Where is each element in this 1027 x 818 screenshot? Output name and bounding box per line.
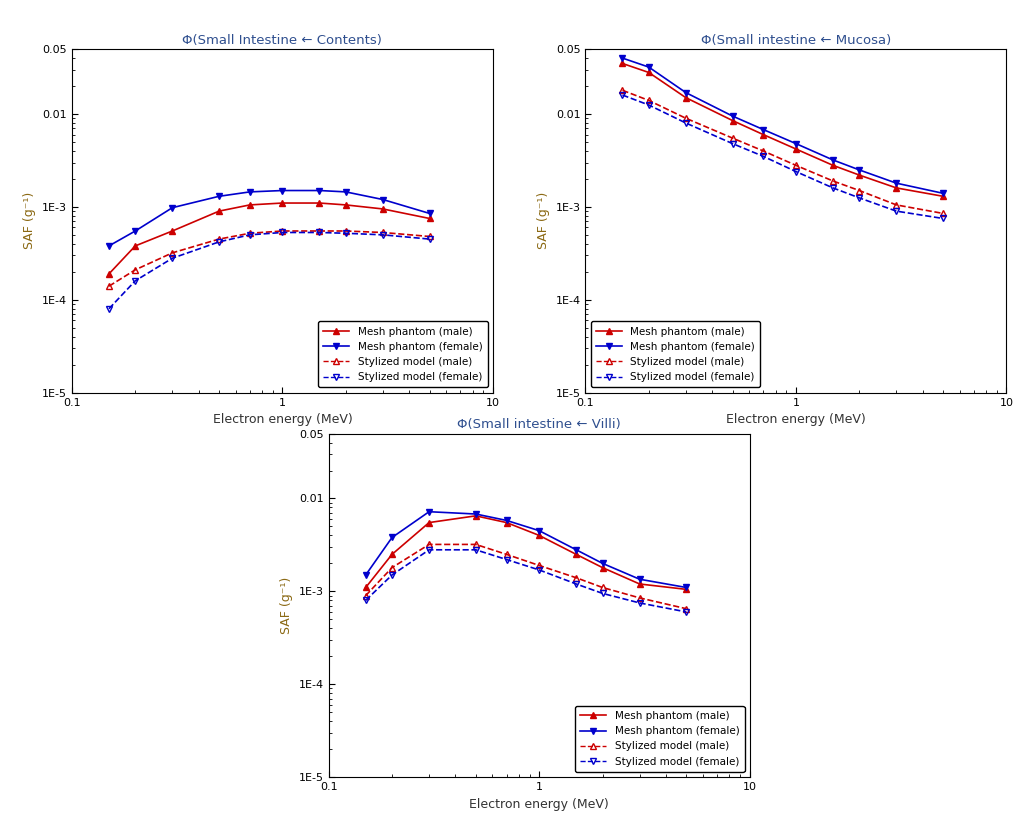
Title: Φ(Small Intestine ← Contents): Φ(Small Intestine ← Contents)	[183, 34, 382, 47]
X-axis label: Electron energy (MeV): Electron energy (MeV)	[469, 798, 609, 811]
Y-axis label: SAF (g⁻¹): SAF (g⁻¹)	[537, 192, 549, 249]
Title: Φ(Small intestine ← Mucosa): Φ(Small intestine ← Mucosa)	[700, 34, 891, 47]
Legend: Mesh phantom (male), Mesh phantom (female), Stylized model (male), Stylized mode: Mesh phantom (male), Mesh phantom (femal…	[591, 321, 760, 388]
X-axis label: Electron energy (MeV): Electron energy (MeV)	[213, 413, 352, 426]
X-axis label: Electron energy (MeV): Electron energy (MeV)	[726, 413, 866, 426]
Y-axis label: SAF (g⁻¹): SAF (g⁻¹)	[24, 192, 36, 249]
Title: Φ(Small intestine ← Villi): Φ(Small intestine ← Villi)	[457, 418, 621, 431]
Y-axis label: SAF (g⁻¹): SAF (g⁻¹)	[280, 577, 293, 634]
Legend: Mesh phantom (male), Mesh phantom (female), Stylized model (male), Stylized mode: Mesh phantom (male), Mesh phantom (femal…	[575, 706, 745, 772]
Legend: Mesh phantom (male), Mesh phantom (female), Stylized model (male), Stylized mode: Mesh phantom (male), Mesh phantom (femal…	[318, 321, 488, 388]
